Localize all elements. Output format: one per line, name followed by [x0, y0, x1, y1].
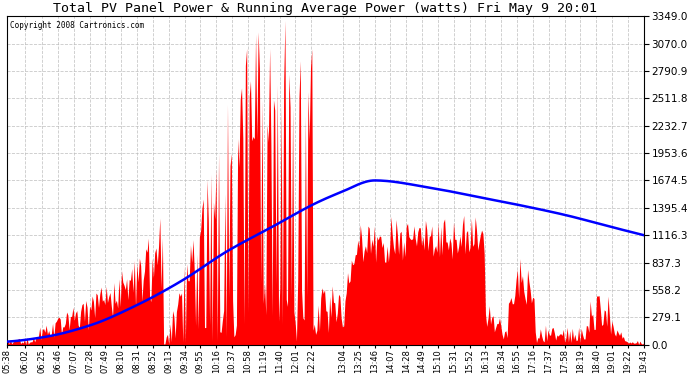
- Title: Total PV Panel Power & Running Average Power (watts) Fri May 9 20:01: Total PV Panel Power & Running Average P…: [53, 2, 597, 15]
- Text: Copyright 2008 Cartronics.com: Copyright 2008 Cartronics.com: [10, 21, 144, 30]
